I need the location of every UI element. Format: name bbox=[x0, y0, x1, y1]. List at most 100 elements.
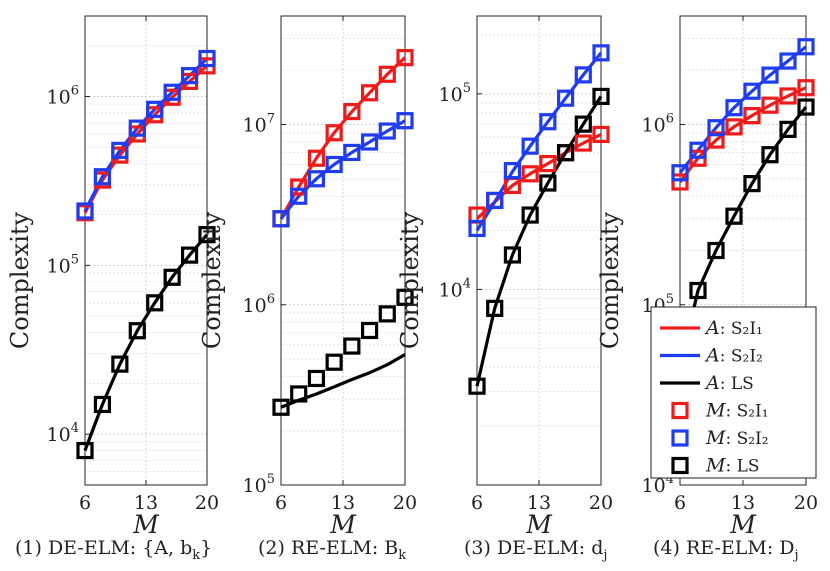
marker-m-ls bbox=[163, 268, 181, 286]
x-tick-label: 6 bbox=[275, 492, 287, 514]
y-tick-label: 105 bbox=[243, 472, 275, 497]
marker-m-ls bbox=[378, 305, 396, 323]
marker-m-s2i2 bbox=[689, 141, 707, 159]
series-line-a-s2i2 bbox=[678, 45, 807, 174]
x-tick-label: 13 bbox=[527, 492, 551, 514]
marker-m-s2i1 bbox=[574, 134, 592, 152]
panel-de-elm-dj: 6 13 20 104 105 M Complexity bbox=[396, 15, 613, 539]
y-tick-label: 106 bbox=[47, 84, 79, 109]
y-axis-label: Complexity bbox=[198, 211, 226, 349]
x-tick-label: 6 bbox=[79, 492, 91, 514]
y-tick-label: 104 bbox=[439, 276, 471, 301]
legend: A: S₂I₁ A: S₂I₂ A: LS M: S₂I₁ M: S₂I₂ M: LS bbox=[650, 306, 817, 479]
marker-m-s2i2 bbox=[360, 133, 379, 151]
marker-m-s2i1 bbox=[797, 79, 815, 97]
series-group bbox=[272, 49, 414, 416]
marker-m-s2i1 bbox=[343, 102, 361, 121]
marker-m-ls bbox=[556, 144, 575, 162]
marker-m-s2i2 bbox=[272, 210, 290, 228]
y-tick-label: 106 bbox=[642, 112, 674, 137]
marker-m-ls bbox=[360, 321, 379, 340]
marker-m-s2i2 bbox=[725, 99, 743, 117]
marker-m-s2i1 bbox=[539, 154, 557, 173]
y-tick-label: 106 bbox=[243, 292, 275, 317]
series-group bbox=[76, 49, 216, 460]
caption-panel-2: (2) RE-ELM: Bk bbox=[258, 537, 406, 563]
marker-m-ls bbox=[111, 355, 129, 373]
marker-m-s2i2 bbox=[76, 202, 94, 220]
marker-m-ls bbox=[93, 395, 112, 414]
marker-m-s2i2 bbox=[396, 112, 414, 130]
x-axis-label: M bbox=[525, 510, 553, 539]
marker-m-ls bbox=[503, 246, 522, 264]
marker-m-ls bbox=[146, 294, 164, 312]
marker-m-ls bbox=[486, 299, 504, 317]
legend-label: M: LS bbox=[705, 455, 760, 477]
marker-m-s2i2 bbox=[343, 143, 361, 162]
marker-m-s2i1 bbox=[592, 125, 610, 144]
series-line-a-s2i1 bbox=[678, 86, 807, 183]
marker-m-s2i2 bbox=[486, 191, 504, 210]
x-tick-label: 20 bbox=[195, 492, 219, 514]
series-group bbox=[671, 38, 815, 376]
series-group bbox=[468, 44, 610, 395]
marker-m-ls bbox=[272, 398, 290, 416]
marker-m-ls bbox=[198, 226, 216, 244]
x-tick-label: 6 bbox=[674, 492, 686, 514]
y-tick-label: 105 bbox=[47, 252, 79, 277]
marker-m-s2i2 bbox=[797, 38, 815, 56]
marker-m-ls bbox=[574, 115, 592, 133]
marker-m-s2i1 bbox=[396, 49, 414, 67]
marker-m-ls bbox=[725, 207, 743, 225]
marker-m-s2i2 bbox=[290, 187, 308, 205]
caption-panel-4: (4) RE-ELM: Dj bbox=[653, 537, 799, 563]
x-axis-label: M bbox=[329, 510, 357, 539]
marker-m-s2i2 bbox=[707, 119, 725, 137]
marker-m-s2i2 bbox=[574, 66, 592, 84]
series-line-a-ls bbox=[83, 233, 209, 452]
marker-m-ls bbox=[761, 146, 779, 164]
marker-m-s2i2 bbox=[761, 66, 779, 84]
x-axis-label: M bbox=[729, 510, 757, 539]
legend-box bbox=[650, 306, 817, 479]
marker-m-s2i2 bbox=[111, 141, 129, 159]
marker-m-ls bbox=[707, 241, 725, 260]
marker-m-s2i2 bbox=[128, 119, 146, 137]
series-line-a-s2i2 bbox=[475, 51, 603, 232]
caption-panel-3: (3) DE-ELM: dj bbox=[464, 537, 607, 563]
marker-m-s2i1 bbox=[360, 84, 379, 102]
y-axis-label: Complexity bbox=[596, 211, 624, 349]
marker-m-s2i2 bbox=[671, 164, 689, 182]
caption-panel-1: (1) DE-ELM: {A, bk} bbox=[15, 537, 212, 563]
panel-de-elm-ab: 6 13 20 104 105 106 M Complexity bbox=[6, 15, 219, 539]
marker-m-s2i2 bbox=[539, 113, 557, 131]
marker-m-s2i1 bbox=[707, 131, 725, 149]
series-line-a-ls bbox=[475, 95, 603, 387]
marker-m-s2i2 bbox=[198, 49, 216, 68]
marker-m-s2i2 bbox=[556, 89, 575, 107]
marker-m-s2i1 bbox=[743, 107, 761, 125]
y-axis-label: Complexity bbox=[6, 211, 34, 349]
axes-box bbox=[476, 15, 602, 486]
legend-label: M: S₂I₂ bbox=[705, 427, 769, 449]
marker-m-s2i2 bbox=[163, 83, 181, 101]
marker-m-ls bbox=[779, 120, 797, 138]
y-tick-label: 104 bbox=[642, 472, 674, 497]
x-tick-label: 20 bbox=[393, 492, 417, 514]
legend-label: A: S₂I₁ bbox=[704, 317, 763, 339]
marker-m-ls bbox=[521, 206, 539, 224]
legend-marker-sample bbox=[671, 456, 689, 475]
marker-m-s2i2 bbox=[468, 219, 486, 238]
marker-m-s2i1 bbox=[290, 178, 308, 196]
y-tick-label: 104 bbox=[47, 421, 79, 446]
series-line-a-ls bbox=[280, 353, 406, 409]
marker-m-s2i2 bbox=[307, 170, 326, 188]
marker-m-s2i2 bbox=[779, 52, 797, 70]
marker-m-s2i1 bbox=[761, 96, 779, 114]
x-tick-label: 13 bbox=[331, 492, 355, 514]
legend-marker-sample bbox=[671, 429, 689, 447]
marker-m-s2i1 bbox=[725, 118, 743, 136]
marker-m-s2i2 bbox=[378, 122, 396, 140]
panel-re-elm-bk: 6 13 20 105 106 107 M Complexity bbox=[198, 15, 417, 539]
